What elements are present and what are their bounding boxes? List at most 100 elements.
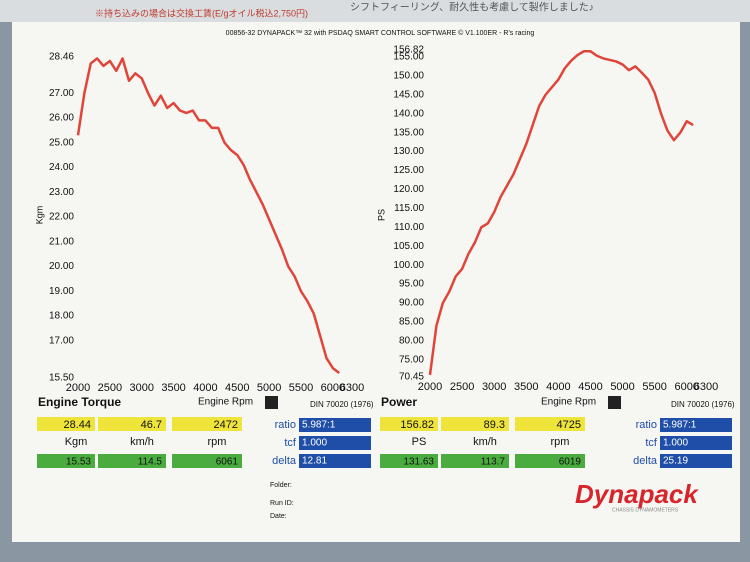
x-tick-label: 5500 [289, 382, 313, 394]
param-box [660, 454, 732, 468]
param-box [660, 418, 732, 432]
peak-box [515, 417, 585, 431]
y-tick-label: 26.00 [49, 113, 74, 124]
y-tick-label: 140.00 [393, 108, 424, 119]
param-value: 1.000 [663, 438, 688, 449]
footer-field: Date: [270, 513, 287, 520]
brand: Dynapack [575, 479, 699, 509]
brand-tagline: CHASSIS DYNAMOMETERS [612, 507, 679, 513]
param-box [660, 436, 732, 450]
unit-label: km/h [473, 436, 497, 448]
y-tick-label: 17.00 [49, 335, 74, 346]
y-tick-label: 85.00 [399, 317, 424, 328]
x-tick-label: 3000 [129, 382, 153, 394]
y-tick-label: 19.00 [49, 286, 74, 297]
y-tick-label: 120.00 [393, 184, 424, 195]
x-tick-label: 2500 [450, 381, 474, 393]
notice-right: シフトフィーリング、耐久性も考慮して製作しました♪ [350, 1, 594, 14]
end-value: 113.7 [481, 457, 506, 468]
x-tick-label: 3500 [161, 382, 185, 394]
unit-label: km/h [130, 436, 154, 448]
standard-label: DIN 70020 (1976) [310, 400, 374, 409]
peak-box [380, 417, 438, 431]
rpm-label: Engine Rpm [541, 397, 596, 408]
param-label: delta [272, 455, 297, 467]
param-label: delta [633, 455, 658, 467]
x-tick-label: 4500 [225, 382, 249, 394]
x-tick-label: 6000 [321, 382, 345, 394]
footer-field: Folder: [270, 482, 292, 489]
param-box [299, 418, 371, 432]
readout-title: Power [381, 395, 417, 409]
y-tick-label: 21.00 [49, 236, 74, 247]
y-tick-label: 156.82 [393, 45, 424, 56]
x-tick-label: 4000 [546, 381, 570, 393]
y-tick-label: 75.00 [399, 354, 424, 365]
footer-field: Run ID: [270, 500, 294, 507]
param-value: 5.987:1 [663, 420, 697, 431]
x-tick-label: 6300 [340, 382, 364, 394]
notice-left: ※持ち込みの場合は交換工賃(E/gオイル税込2,750円) [95, 7, 308, 18]
end-value: 6061 [216, 457, 239, 468]
x-tick-label: 2500 [98, 382, 122, 394]
y-tick-label: 100.00 [393, 260, 424, 271]
readout-title: Engine Torque [38, 395, 121, 409]
param-value: 25.19 [663, 456, 688, 467]
y-tick-label: 95.00 [399, 279, 424, 290]
y-tick-label: 70.45 [399, 372, 424, 383]
y-tick-label: 150.00 [393, 70, 424, 81]
y-tick-label: 135.00 [393, 127, 424, 138]
x-tick-label: 5500 [642, 381, 666, 393]
end-box [98, 454, 166, 468]
y-tick-label: 24.00 [49, 162, 74, 173]
x-tick-label: 4500 [578, 381, 602, 393]
y-tick-label: 90.00 [399, 298, 424, 309]
peak-value: 46.7 [141, 419, 162, 431]
y-tick-label: 130.00 [393, 146, 424, 157]
x-tick-label: 4000 [193, 382, 217, 394]
end-box [441, 454, 509, 468]
y-tick-label: 80.00 [399, 335, 424, 346]
peak-value: 156.82 [400, 419, 434, 431]
end-box [515, 454, 585, 468]
param-value: 5.987:1 [302, 420, 336, 431]
y-axis-label: Kgm [34, 206, 44, 225]
x-tick-label: 3000 [482, 381, 506, 393]
x-tick-label: 6300 [694, 381, 718, 393]
y-axis-label: PS [376, 209, 386, 221]
x-tick-label: 6000 [675, 381, 699, 393]
unit-label: rpm [551, 436, 570, 448]
param-label: tcf [284, 437, 297, 449]
param-box [299, 454, 371, 468]
x-tick-label: 2000 [66, 382, 90, 394]
y-tick-label: 28.46 [49, 52, 74, 63]
end-box [380, 454, 438, 468]
y-tick-label: 110.00 [394, 222, 424, 233]
torque-power-curve [428, 49, 694, 376]
x-tick-label: 5000 [257, 382, 281, 394]
end-value: 15.53 [66, 457, 91, 468]
y-tick-label: 22.00 [49, 212, 74, 223]
software-header: 00856-32 DYNAPACK™ 32 with PSDAQ SMART C… [226, 29, 535, 37]
y-tick-label: 25.00 [49, 137, 74, 148]
peak-box [98, 417, 166, 431]
y-tick-label: 15.50 [49, 373, 74, 384]
peak-box [441, 417, 509, 431]
param-label: ratio [636, 419, 657, 431]
y-tick-label: 20.00 [49, 261, 74, 272]
peak-box [37, 417, 95, 431]
y-tick-label: 23.00 [49, 187, 74, 198]
x-tick-label: 3500 [514, 381, 538, 393]
peak-value: 4725 [557, 419, 581, 431]
unit-label: rpm [208, 436, 227, 448]
y-tick-label: 155.00 [393, 52, 424, 63]
rpm-selector [608, 396, 621, 409]
unit-label: PS [412, 436, 427, 448]
x-tick-label: 2000 [418, 381, 442, 393]
y-tick-label: 105.00 [393, 241, 424, 252]
y-tick-label: 125.00 [393, 165, 424, 176]
standard-label: DIN 70020 (1976) [671, 400, 735, 409]
param-label: tcf [645, 437, 658, 449]
